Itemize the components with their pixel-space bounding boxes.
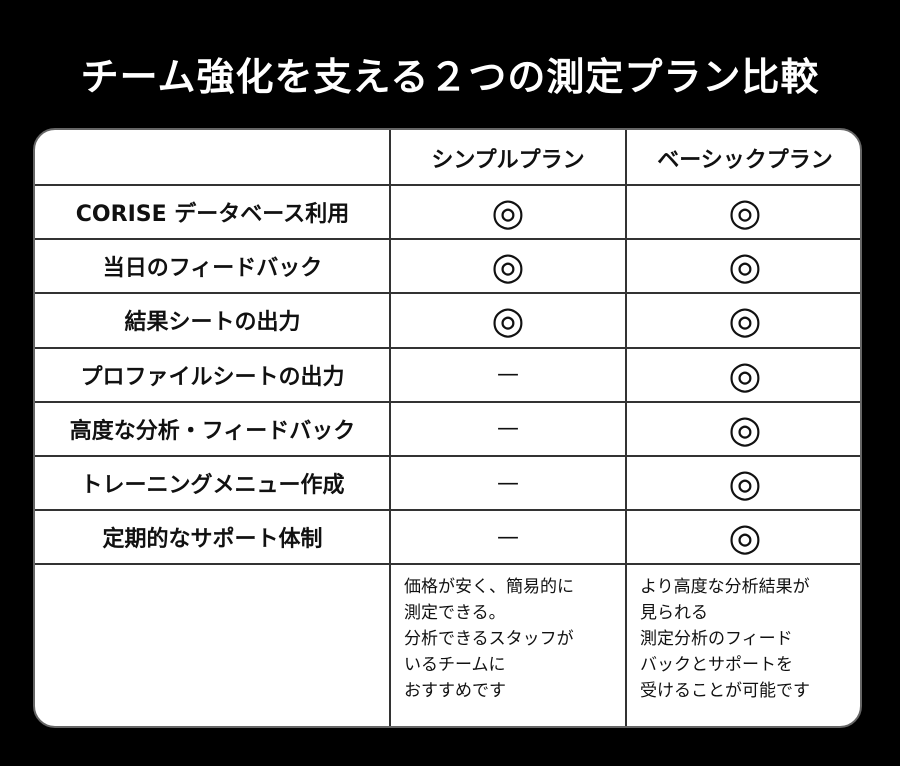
row-divider: [35, 563, 860, 566]
note-line: 測定できる。: [404, 603, 506, 624]
cell-mark: —: [497, 416, 519, 442]
note-line: 価格が安く、簡易的に: [404, 577, 574, 598]
plan-note: より高度な分析結果が 見られる測定分析のフィード バックとサポートを 受けることが可能…: [640, 574, 810, 704]
row-label: 結果シートの出力: [124, 310, 301, 336]
row-divider: [35, 346, 860, 349]
column-divider: [389, 130, 391, 726]
row-label: トレーニングメニュー作成: [80, 473, 345, 499]
note-line: 受けることが可能です: [640, 681, 810, 702]
row-label: 定期的なサポート体制: [102, 527, 323, 553]
row-label: 当日のフィードバック: [102, 256, 323, 282]
comparison-table: シンプルプラン ベーシックプラン CORISE データベース利用 ◎ ◎ 当日のフィードバ…: [33, 128, 862, 728]
cell-mark: ◎: [728, 406, 762, 451]
note-line: 測定分析のフィード: [640, 629, 793, 650]
cell-mark: ◎: [728, 244, 762, 289]
cell-mark: ◎: [491, 298, 525, 343]
row-divider: [35, 238, 860, 241]
row-label: CORISE データベース利用: [75, 202, 350, 228]
plan-note: 価格が安く、簡易的に 測定できる。分析できるスタッフが いるチームに おすすめです: [404, 574, 574, 704]
cell-mark: —: [497, 470, 519, 496]
row-label: 高度な分析・フィードバック: [69, 418, 356, 444]
row-divider: [35, 400, 860, 403]
note-line: バックとサポートを: [640, 655, 793, 676]
note-line: いるチームに: [404, 655, 506, 676]
cell-mark: —: [497, 362, 519, 388]
cell-mark: ◎: [491, 190, 525, 235]
row-divider: [35, 292, 860, 295]
note-line: おすすめです: [404, 681, 506, 702]
row-label: プロファイルシートの出力: [80, 364, 345, 390]
cell-mark: —: [497, 524, 519, 550]
row-divider: [35, 184, 860, 186]
cell-mark: ◎: [728, 298, 762, 343]
column-header: ベーシックプラン: [657, 147, 833, 173]
cell-mark: ◎: [728, 515, 762, 560]
note-line: 見られる: [640, 603, 708, 624]
cell-mark: ◎: [728, 352, 762, 397]
page-title: チーム強化を支える２つの測定プラン比較: [80, 55, 820, 99]
row-divider: [35, 455, 860, 457]
note-line: 分析できるスタッフが: [404, 629, 574, 650]
cell-mark: ◎: [728, 461, 762, 506]
row-divider: [35, 509, 860, 512]
cell-mark: ◎: [491, 244, 525, 289]
note-line: より高度な分析結果が: [640, 577, 810, 598]
column-divider: [625, 130, 627, 726]
column-header: シンプルプラン: [431, 147, 585, 173]
cell-mark: ◎: [728, 190, 762, 235]
